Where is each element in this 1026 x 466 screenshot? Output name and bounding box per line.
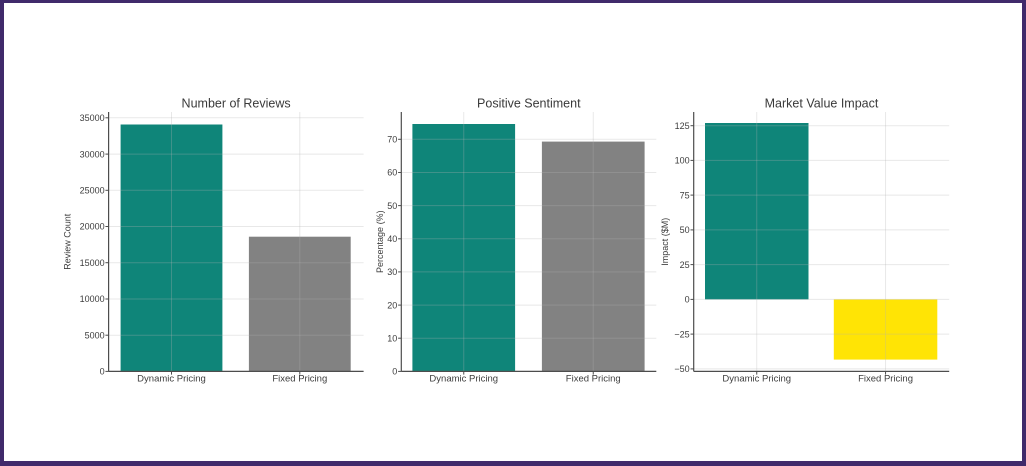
- svg-text:Fixed Pricing: Fixed Pricing: [566, 374, 621, 385]
- svg-text:25000: 25000: [80, 186, 105, 196]
- svg-text:Fixed Pricing: Fixed Pricing: [858, 374, 913, 385]
- svg-text:Dynamic Pricing: Dynamic Pricing: [722, 374, 791, 385]
- svg-text:30000: 30000: [80, 149, 105, 159]
- svg-text:20: 20: [387, 300, 397, 310]
- svg-text:15000: 15000: [80, 258, 105, 268]
- svg-text:−50: −50: [674, 364, 689, 374]
- svg-text:0: 0: [392, 367, 397, 377]
- svg-text:10: 10: [387, 333, 397, 343]
- svg-text:35000: 35000: [80, 113, 105, 123]
- svg-text:0: 0: [100, 367, 105, 377]
- svg-text:75: 75: [680, 190, 690, 200]
- svg-text:125: 125: [675, 121, 690, 131]
- svg-text:Review Count: Review Count: [63, 213, 73, 270]
- svg-text:30: 30: [387, 267, 397, 277]
- svg-text:40: 40: [387, 234, 397, 244]
- svg-text:Dynamic Pricing: Dynamic Pricing: [137, 374, 206, 385]
- svg-text:50: 50: [680, 225, 690, 235]
- svg-text:70: 70: [387, 135, 397, 145]
- svg-text:Market Value Impact: Market Value Impact: [765, 97, 879, 111]
- svg-text:60: 60: [387, 168, 397, 178]
- svg-text:Percentage (%): Percentage (%): [375, 210, 385, 273]
- svg-text:0: 0: [685, 295, 690, 305]
- svg-text:−25: −25: [674, 329, 689, 339]
- svg-text:5000: 5000: [85, 330, 105, 340]
- svg-text:Fixed Pricing: Fixed Pricing: [272, 374, 327, 385]
- svg-text:100: 100: [675, 156, 690, 166]
- svg-text:Dynamic Pricing: Dynamic Pricing: [429, 374, 498, 385]
- svg-text:Positive Sentiment: Positive Sentiment: [477, 97, 581, 111]
- svg-text:20000: 20000: [80, 222, 105, 232]
- svg-text:25: 25: [680, 260, 690, 270]
- svg-text:50: 50: [387, 201, 397, 211]
- svg-text:Number of Reviews: Number of Reviews: [182, 97, 291, 111]
- svg-text:Impact ($M): Impact ($M): [660, 218, 670, 266]
- svg-text:10000: 10000: [80, 294, 105, 304]
